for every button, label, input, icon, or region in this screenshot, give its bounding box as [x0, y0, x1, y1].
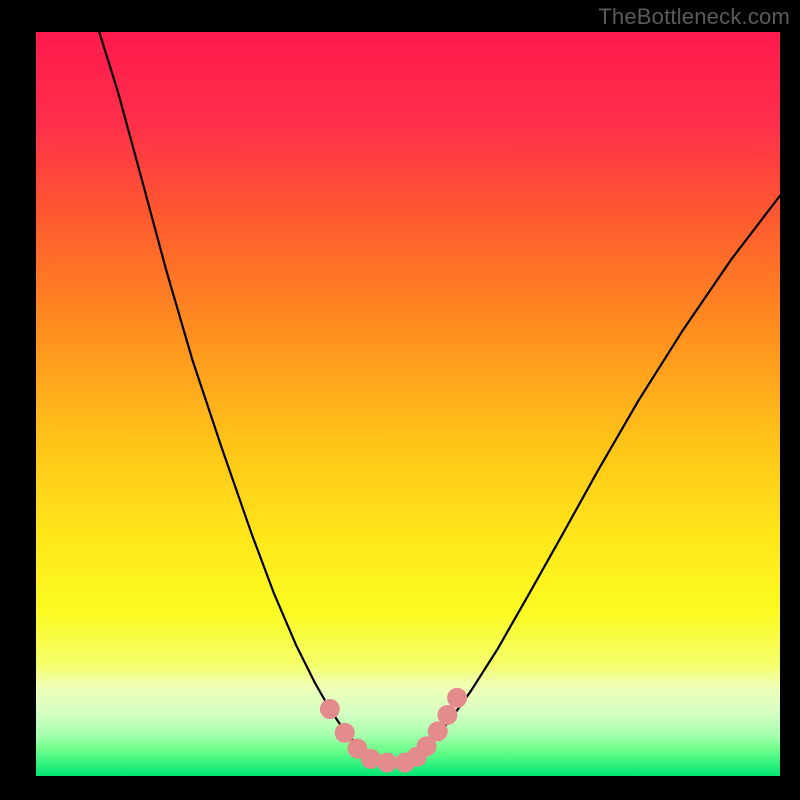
bottleneck-curve	[99, 32, 780, 761]
curve-marker	[320, 699, 340, 719]
curve-marker	[437, 705, 457, 725]
curve-layer	[36, 32, 780, 776]
watermark-text: TheBottleneck.com	[598, 4, 790, 30]
curve-marker	[335, 723, 355, 743]
curve-marker	[447, 688, 467, 708]
chart-frame: TheBottleneck.com	[0, 0, 800, 800]
curve-marker	[377, 753, 397, 773]
plot-area	[36, 32, 780, 776]
